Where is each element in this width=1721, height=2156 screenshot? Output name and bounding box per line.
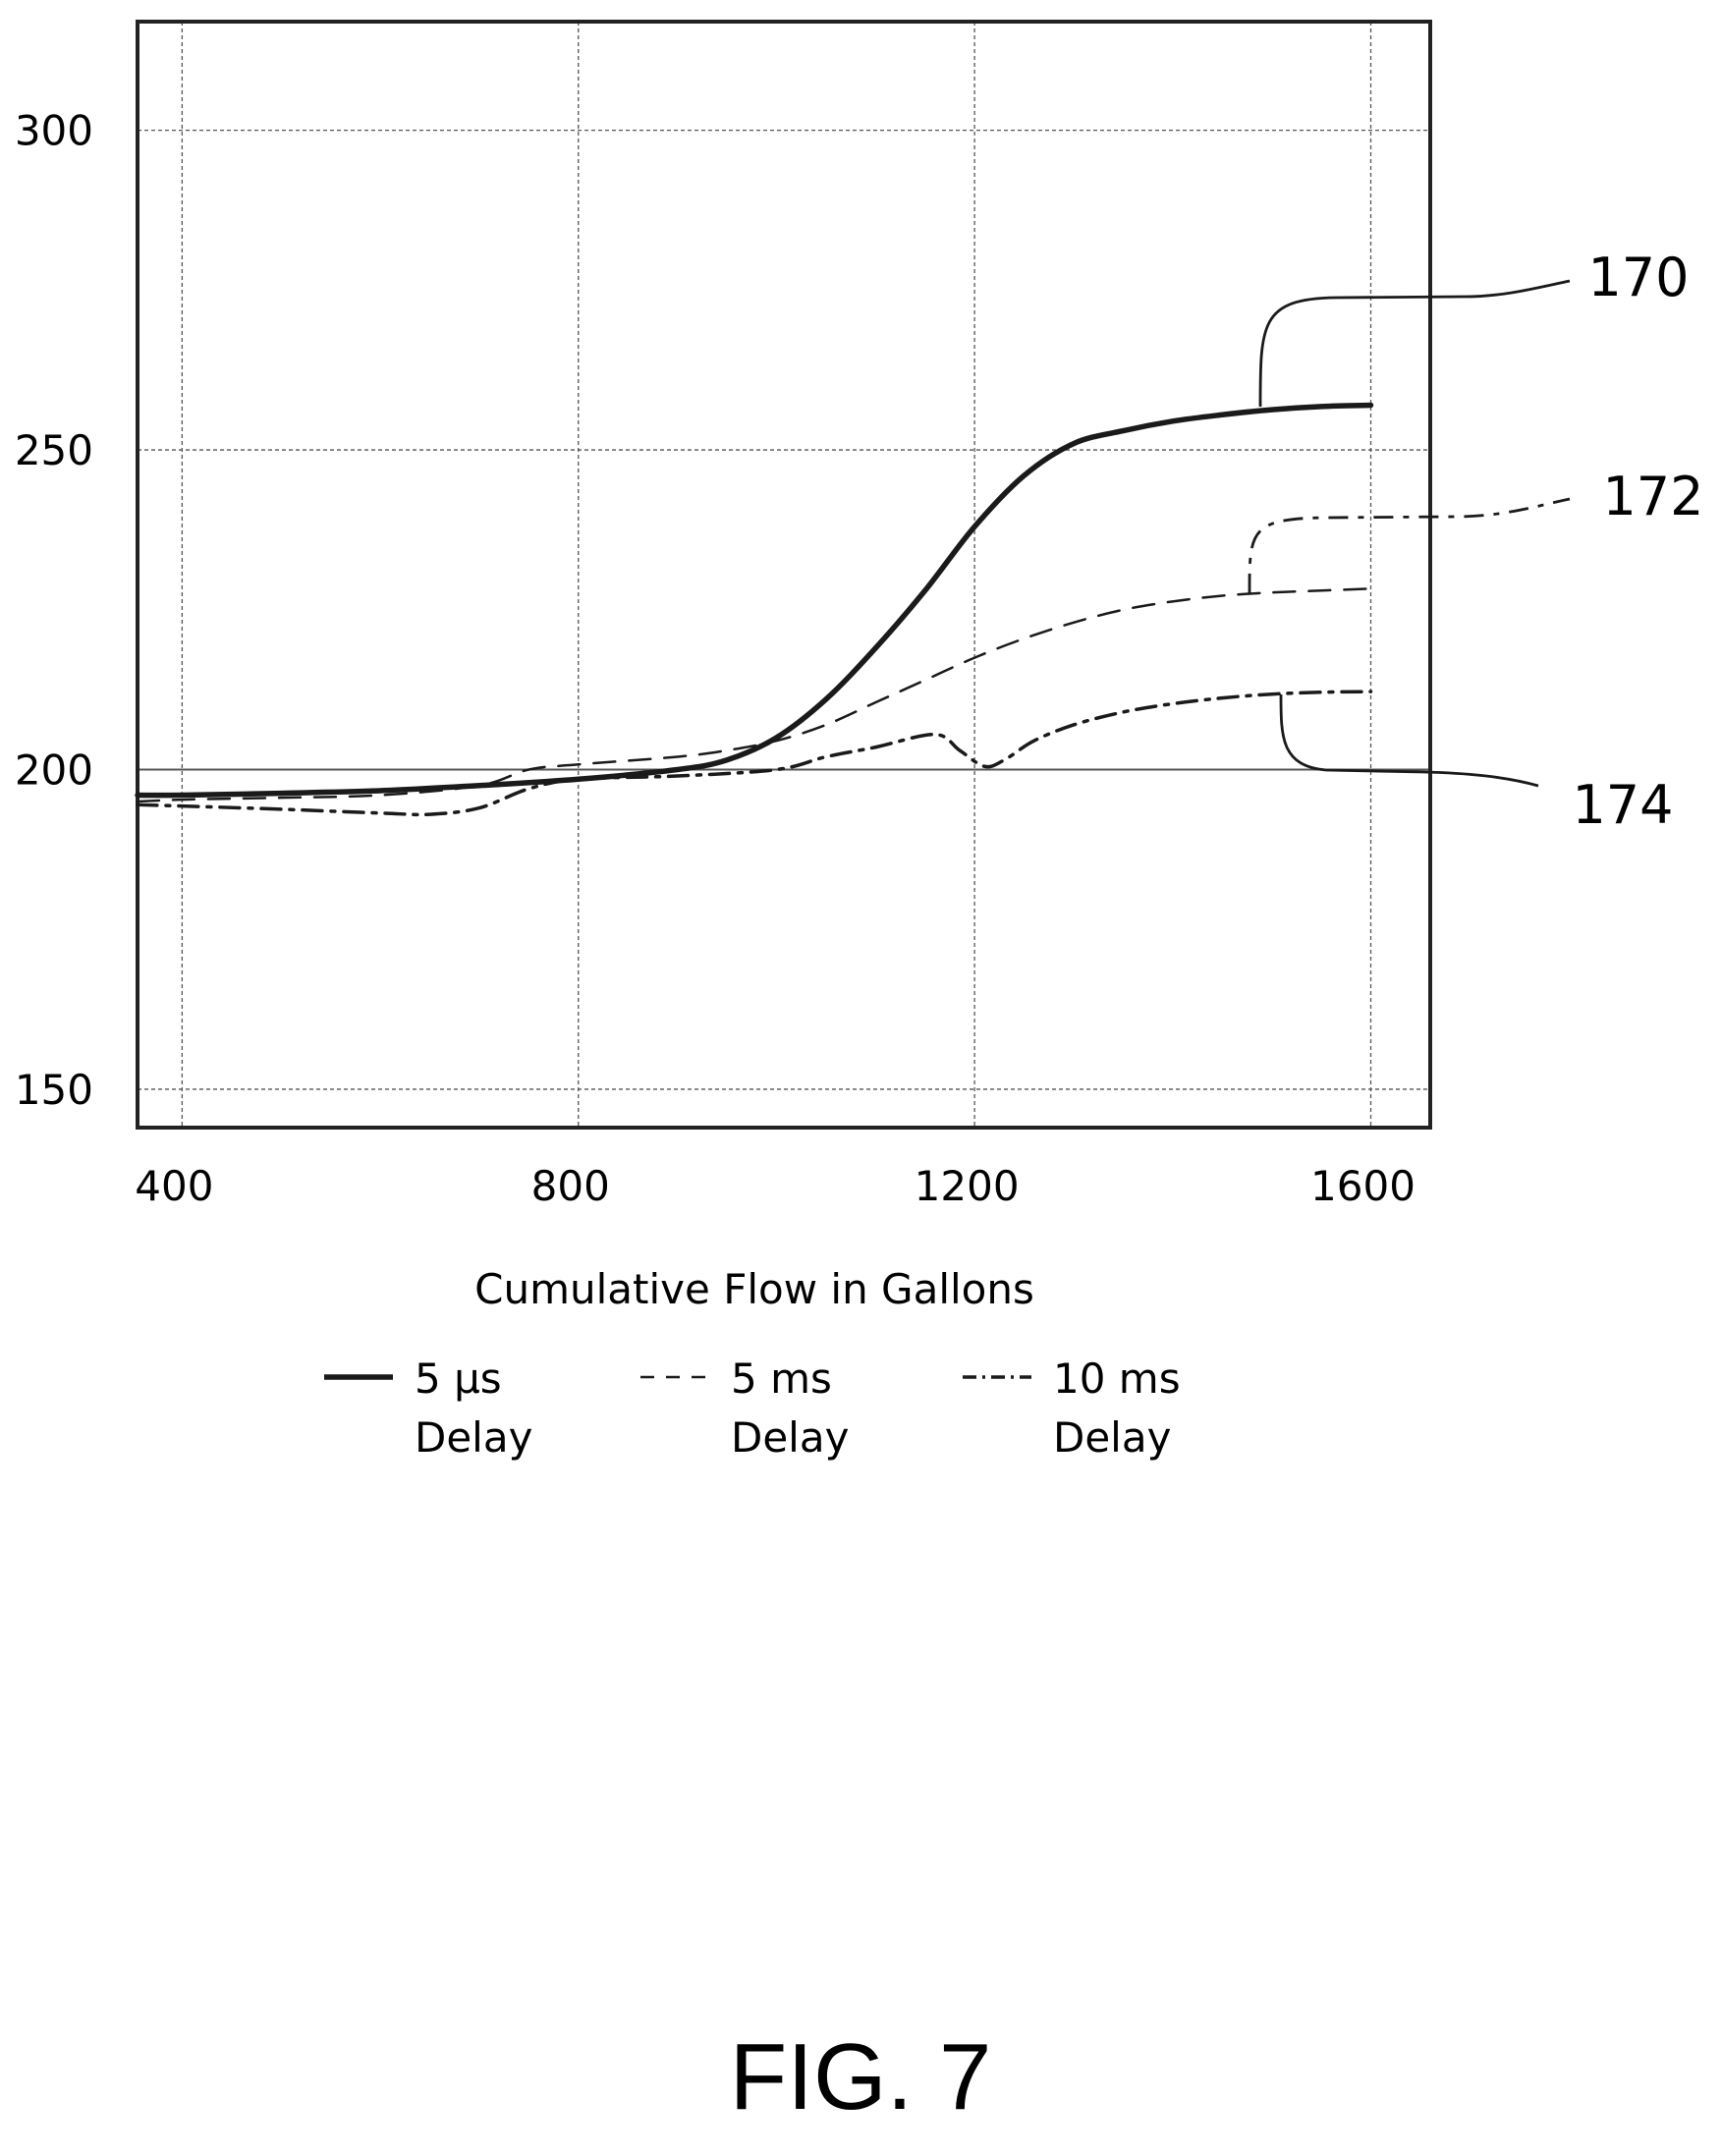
x-tick-label: 800 (531, 1162, 610, 1210)
data-series (135, 402, 1374, 817)
grid-lines (138, 22, 1430, 1128)
plot-frame (136, 20, 1432, 1130)
y-tick-label: 150 (15, 1066, 93, 1114)
callout-leader-170 (1258, 279, 1571, 408)
legend-label: 5 ms (731, 1354, 832, 1403)
x-tick-label: 1200 (915, 1162, 1020, 1210)
y-tick-label: 300 (15, 107, 93, 155)
legend: 5 μs Delay 5 ms Delay 10 ms Delay (324, 1354, 1181, 1462)
callout-leader-174 (1279, 693, 1539, 788)
y-tick-labels: 300 250 200 150 (15, 107, 93, 1114)
callout-number-172: 172 (1602, 466, 1703, 527)
x-tick-label: 400 (135, 1162, 213, 1210)
y-tick-label: 250 (15, 426, 93, 474)
legend-label: Delay (1053, 1413, 1171, 1462)
legend-label: Delay (731, 1413, 849, 1462)
callout-leaders: 170 172 174 (1248, 247, 1704, 836)
legend-label: 10 ms (1053, 1354, 1181, 1403)
y-tick-label: 200 (15, 746, 93, 795)
callout-number-174: 174 (1572, 774, 1673, 836)
x-axis-label: Cumulative Flow in Gallons (474, 1265, 1034, 1313)
callout-leader-172 (1248, 497, 1571, 594)
callout-number-170: 170 (1587, 247, 1689, 308)
legend-label: Delay (415, 1413, 532, 1462)
series-line-dashed (136, 587, 1372, 803)
figure-label: FIG. 7 (729, 2024, 992, 2129)
series-line-solid (135, 402, 1374, 799)
x-tick-labels: 400 800 1200 1600 (135, 1162, 1416, 1210)
series-line-dashdot (136, 690, 1373, 817)
x-tick-label: 1600 (1310, 1162, 1416, 1210)
legend-label: 5 μs (415, 1354, 502, 1403)
